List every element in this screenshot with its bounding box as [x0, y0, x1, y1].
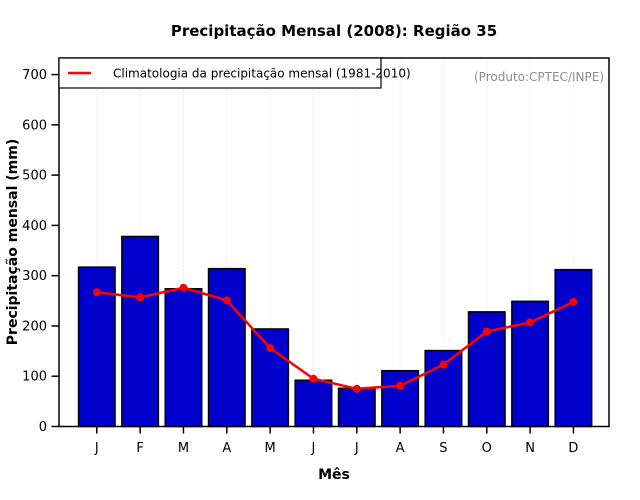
y-tick-label: 600	[22, 118, 47, 133]
climatology-point	[136, 293, 145, 302]
plot-area: 0 100 200 300 400 500 600 700 J F M A M J J A S O N D	[22, 57, 610, 456]
climatology-point	[396, 381, 405, 390]
x-tick-label: F	[136, 441, 143, 456]
x-tick-label: N	[525, 441, 535, 456]
y-axis-title: Precipitação mensal (mm)	[5, 139, 21, 345]
climatology-point	[309, 374, 318, 383]
bar-J-5	[294, 379, 333, 428]
x-tick-label: S	[439, 441, 447, 456]
climatology-line	[96, 286, 574, 391]
climatology-point	[266, 344, 275, 353]
y-tick-label: 700	[22, 68, 47, 83]
x-tick-label: M	[265, 441, 276, 456]
climatology-point	[526, 318, 535, 327]
bar-M-2	[164, 288, 203, 428]
legend-label: Climatologia da precipitação mensal (198…	[113, 67, 411, 81]
climatology-point	[92, 288, 101, 297]
x-tick-label: M	[178, 441, 189, 456]
product-note: (Produto:CPTEC/INPE)	[474, 70, 604, 84]
x-tick-label: A	[396, 441, 405, 456]
x-axis-title: Mês	[318, 467, 350, 483]
bar-A-3	[207, 267, 246, 428]
climatology-point	[222, 296, 231, 305]
bar-D-11	[554, 268, 593, 428]
y-tick-label: 500	[22, 169, 47, 184]
legend-box	[58, 57, 382, 89]
bar-J-6	[337, 387, 376, 428]
y-tick-label: 100	[22, 370, 47, 385]
climatology-point	[482, 327, 491, 336]
y-tick-label: 0	[39, 420, 47, 435]
bar-F-1	[121, 235, 160, 428]
x-tick-label: O	[482, 441, 492, 456]
y-tick-label: 300	[22, 269, 47, 284]
chart-title: Precipitação Mensal (2008): Região 35	[171, 22, 497, 40]
climatology-point	[179, 283, 188, 292]
x-tick-label: A	[222, 441, 231, 456]
climatology-point	[352, 384, 361, 393]
x-tick-label: D	[568, 441, 578, 456]
bar-N-10	[511, 300, 550, 428]
climatology-point	[439, 360, 448, 369]
y-tick-label: 200	[22, 319, 47, 334]
x-tick-label: J	[94, 441, 99, 456]
bar-M-4	[251, 328, 290, 428]
x-tick-label: J	[311, 441, 316, 456]
climatology-point	[569, 297, 578, 306]
x-tick-label: J	[354, 441, 359, 456]
legend: Climatologia da precipitação mensal (198…	[58, 57, 411, 89]
y-tick-label: 400	[22, 219, 47, 234]
